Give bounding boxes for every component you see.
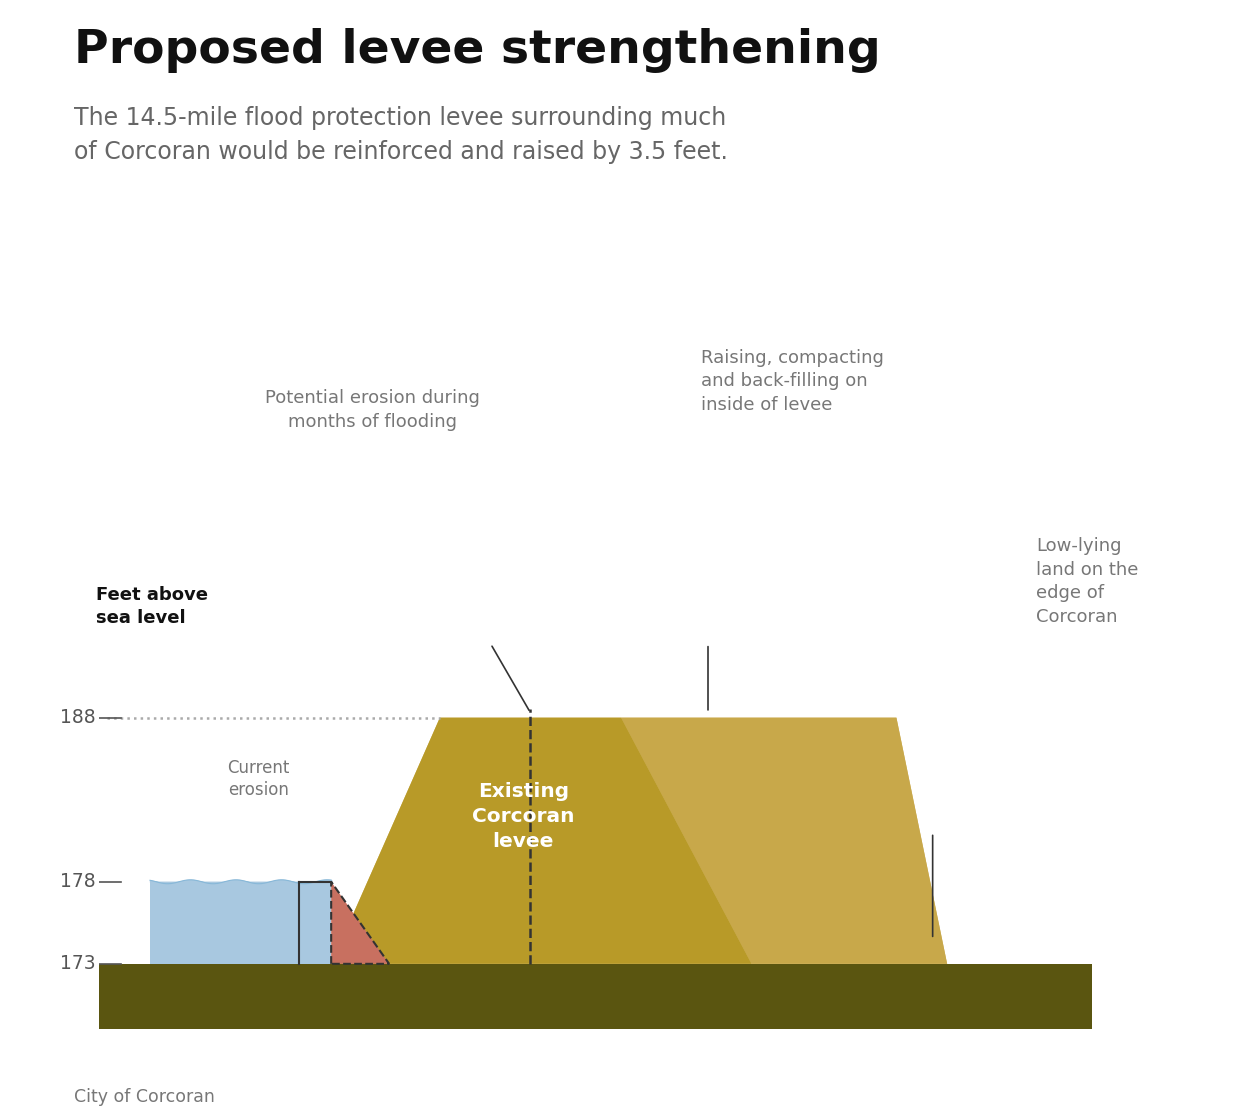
Text: Feet above
sea level: Feet above sea level [96, 586, 207, 627]
Polygon shape [331, 882, 390, 963]
Polygon shape [150, 882, 331, 963]
Text: City of Corcoran: City of Corcoran [74, 1088, 216, 1106]
Text: 188: 188 [60, 708, 96, 727]
Text: Raising, compacting
and back-filling on
inside of levee: Raising, compacting and back-filling on … [701, 349, 884, 414]
Text: 178: 178 [60, 873, 96, 891]
Text: Proposed levee strengthening: Proposed levee strengthening [74, 28, 881, 73]
Text: Current
erosion: Current erosion [227, 759, 290, 799]
Text: Low-lying
land on the
edge of
Corcoran: Low-lying land on the edge of Corcoran [1036, 537, 1138, 626]
Text: Potential erosion during
months of flooding: Potential erosion during months of flood… [264, 389, 480, 431]
Polygon shape [331, 717, 752, 963]
Text: 173: 173 [60, 955, 96, 974]
Polygon shape [331, 717, 947, 963]
Polygon shape [620, 717, 947, 963]
Text: The 14.5-mile flood protection levee surrounding much
of Corcoran would be reinf: The 14.5-mile flood protection levee sur… [74, 106, 728, 163]
Polygon shape [99, 963, 1092, 1029]
Text: Existing
Corcoran
levee: Existing Corcoran levee [472, 782, 575, 850]
